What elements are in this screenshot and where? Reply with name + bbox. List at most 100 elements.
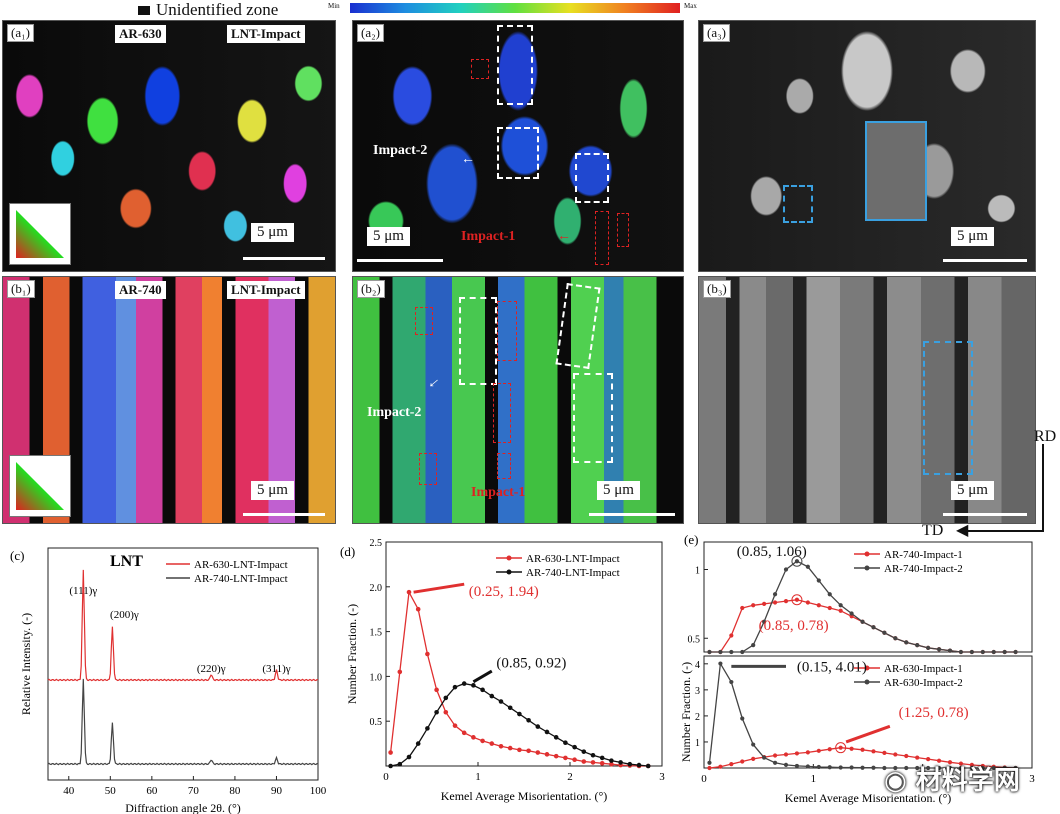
chart-e-bottom-point [783,752,789,757]
chart-e-top-point [794,597,800,602]
chart-c-series-line [47,678,319,766]
chart-e-bottom-point [904,765,909,771]
chart-e-bottom-xtick-label: 2 [920,773,926,785]
impact-1-box [497,453,511,479]
panel-b2-scale-label: 5 μm [597,481,640,500]
chart-e-top-series-line [709,560,1016,653]
chart-d-point [388,763,393,769]
chart-c-peak-label: (311)γ [262,663,290,675]
panel-a2-kam-map: (a₂) Impact-2 ← Impact-1 ← 5 μm [352,20,684,272]
ipf-triangle-icon [16,462,64,510]
chart-e-bottom-xtick-label: 3 [1029,773,1035,785]
chart-e-bottom-xlabel: Kemel Average Misorientation. (°) [785,791,952,805]
chart-d-series-line [389,590,649,767]
chart-e-bottom-point [980,765,985,771]
impact-1-box [595,211,609,265]
chart-c-legend-label: AR-740-LNT-Impact [194,573,288,585]
kam-colorbar [350,3,680,13]
chart-e-top-legend-marker [864,565,870,571]
chart-e-bottom-point [926,757,931,762]
chart-e-bottom-legend-label: AR-630-Impact-1 [884,663,963,675]
chart-d-xlabel: Kemel Average Misorientation. (°) [441,789,608,803]
chart-e-bottom-xtick-label: 0 [701,773,707,785]
chart-e-bottom-point [772,760,778,765]
chart-e-top-point [926,645,931,650]
chart-e-bottom-point [816,764,821,770]
chart-e-bottom-point [969,762,974,767]
rd-axis-label: RD [1034,428,1057,445]
chart-e-top-point [783,567,789,572]
chart-d-frame [385,541,663,767]
chart-e-top-point [849,611,854,616]
panel-a1-label: (a₁) [7,24,34,42]
chart-d-point [590,760,596,765]
chart-e-bottom-annotation-arrow [845,724,891,744]
chart-e-bottom-point [707,760,712,765]
watermark-text: 材料学网 [915,766,1020,796]
chart-e-top-annotation: (0.85, 1.06) [737,544,807,560]
chart-d-xtick-label: 2 [567,771,573,783]
chart-e-bottom-point [751,742,756,747]
chart-c-xtick-label: 50 [105,785,117,797]
chart-e-top-point [740,605,745,611]
chart-d-series-line [390,682,649,767]
chart-d-point [498,743,504,749]
impact-1-box [415,307,433,335]
impact-2-box [497,127,539,179]
chart-d-point [609,758,614,763]
chart-d-point [489,741,495,746]
chart-e-bottom-legend-marker [864,665,870,671]
chart-d-point [461,681,467,686]
chart-d-point [480,687,485,693]
chart-d-point [434,709,439,715]
impact-1-annotation: Impact-1 [471,485,526,500]
chart-e-top-marker-ring [791,594,803,606]
chart-e-bottom-point [772,753,778,758]
panel-b1-ipf-map: (b₁) AR-740 LNT-Impact 5 μm [2,276,336,524]
chart-e-bottom-point [936,765,942,771]
chart-d-point [599,761,605,766]
chart-e-bottom-point [926,765,931,771]
impact-2-annotation: Impact-2 [373,143,428,158]
chart-e-bottom-point [958,765,964,771]
chart-d-point [461,730,467,736]
chart-e-bottom-point [882,750,887,755]
chart-e-bottom-ytick-label: 4 [695,660,700,671]
chart-e-bottom-point [707,765,712,771]
chart-e-top-point [707,649,712,655]
chart-d-point [581,759,587,764]
chart-e-ylabel: Number Fraction. (-) [679,662,693,762]
chart-e-bottom-point [969,765,974,771]
chart-c-peak-label: (200)γ [110,609,139,621]
panel-b2-scale-bar [589,513,675,516]
chart-e-top-point [762,601,767,606]
chart-e-top-point [882,630,887,635]
panel-a1-ipf-map: (a₁) AR-630 LNT-Impact 5 μm [2,20,336,272]
panel-a2-scale-bar [357,259,443,262]
chart-d-point [434,687,439,693]
chart-e-top-point [980,649,985,655]
ipf-triangle-icon [16,210,64,258]
impact-1-box [497,301,517,361]
chart-e-bottom-point [947,760,953,765]
watermark: ◉ 材料学网 [884,760,1020,797]
chart-e-top-point [904,640,909,645]
chart-e-top-point [947,648,953,653]
panel-a1-scale-label: 5 μm [251,223,294,242]
chart-e-top-point [827,592,832,597]
chart-e-top-annotation: (0.85, 0.78) [759,618,829,634]
chart-d-point [415,741,421,746]
chart-d-point [563,755,568,761]
td-axis-line [966,530,1044,532]
chart-e-bottom-point [1013,765,1018,771]
chart-d-point [544,752,550,757]
chart-d-point [443,709,449,715]
chart-d-point [553,735,559,740]
panel-b1-scale-bar [243,513,325,516]
panel-a2-scale-label: 5 μm [367,227,410,246]
panel-a1-scale-bar [243,257,325,260]
chart-d-point [452,684,458,690]
chart-e-bottom-point [958,761,964,766]
chart-d-point [415,606,421,612]
zoom-source-box [783,185,813,223]
